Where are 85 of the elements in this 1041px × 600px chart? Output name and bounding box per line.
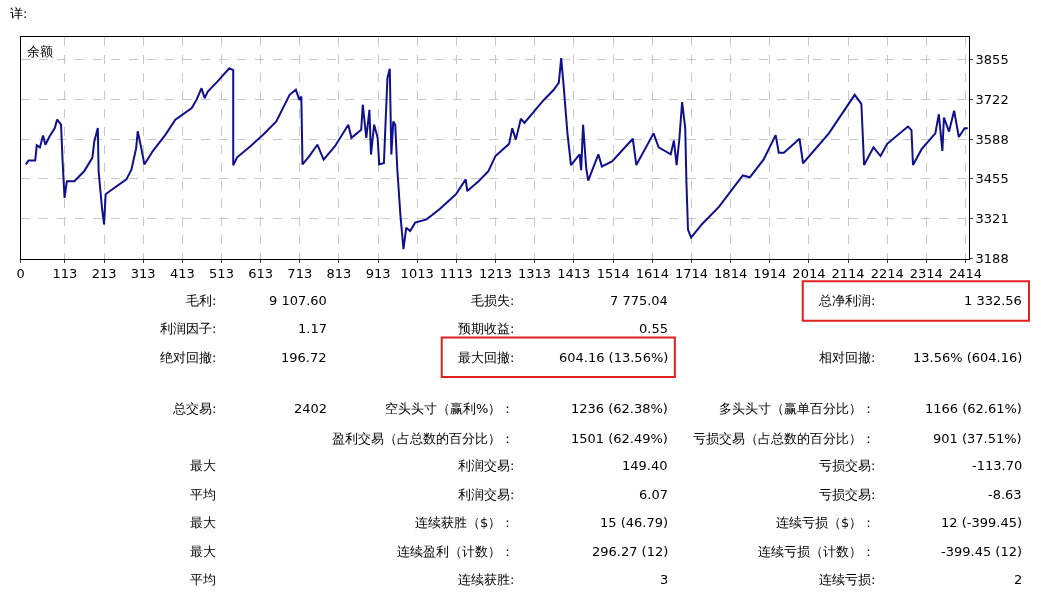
text: 1 332.56	[964, 293, 1022, 308]
text: 利润交易:	[458, 458, 515, 473]
x-tick-label: 713	[287, 266, 313, 282]
text: 毛利:	[186, 293, 217, 308]
text: 多头头寸（赢单百分比）：	[719, 401, 875, 416]
x-tick-label: 1914	[753, 266, 787, 282]
y-tick-label: 3321	[975, 211, 1009, 227]
annotation: 余额	[27, 44, 53, 59]
text: 最大	[190, 544, 216, 559]
text: -399.45 (12)	[941, 544, 1022, 559]
y-tick-label: 3855	[975, 51, 1009, 67]
text: 149.40	[622, 458, 668, 473]
x-tick-label: 913	[365, 266, 391, 282]
y-tick-label: 3722	[975, 91, 1009, 107]
x-tick-label: 813	[326, 266, 352, 282]
text: 空头头寸（赢利%）：	[385, 401, 515, 416]
text: 连续亏损（$）：	[776, 515, 876, 530]
text: 2	[1014, 572, 1023, 587]
text: 1.17	[298, 321, 327, 336]
x-tick-label: 2214	[870, 266, 904, 282]
text: 3	[660, 572, 669, 587]
text: 连续盈利（计数）：	[397, 544, 514, 559]
text: 预期收益:	[458, 321, 515, 336]
x-tick-label: 2314	[909, 266, 943, 282]
x-tick-label: 613	[248, 266, 274, 282]
text: 1501 (62.49%)	[571, 431, 668, 446]
text: 连续亏损:	[819, 572, 876, 587]
x-tick-label: 2414	[948, 266, 983, 282]
x-tick-label: 1514	[596, 266, 630, 282]
text: 连续获胜:	[458, 572, 515, 587]
text: 7 775.04	[610, 293, 668, 308]
text: 平均	[190, 487, 216, 502]
x-tick-label: 1213	[478, 266, 512, 282]
x-tick-label: 113	[52, 266, 78, 282]
x-tick-label: 2014	[792, 266, 826, 282]
text: 利润因子:	[160, 321, 217, 336]
text: -8.63	[988, 487, 1022, 502]
text: 196.72	[281, 350, 327, 365]
text: 最大回撤:	[458, 350, 515, 365]
text: 总净利润:	[818, 293, 876, 308]
chart-title: 详:	[10, 6, 28, 21]
x-tick-label: 1413	[557, 266, 591, 282]
text: 2402	[294, 401, 328, 416]
text: -113.70	[972, 458, 1023, 473]
text: 亏损交易:	[819, 458, 876, 473]
x-tick-label: 1113	[439, 266, 473, 282]
y-tick-label: 3455	[975, 171, 1009, 187]
x-tick-label: 213	[91, 266, 117, 282]
y-tick-label: 3188	[975, 251, 1009, 267]
text: 连续亏损（计数）：	[758, 544, 875, 559]
text: 0.55	[639, 321, 668, 336]
text: 绝对回撤:	[160, 350, 217, 365]
text: 13.56% (604.16)	[913, 350, 1023, 365]
text: 利润交易:	[458, 487, 515, 502]
x-tick-label: 413	[169, 266, 195, 282]
text: 1236 (62.38%)	[571, 401, 668, 416]
text: 相对回撤:	[819, 350, 876, 365]
text: 连续获胜（$）：	[415, 515, 515, 530]
text: 亏损交易（占总数的百分比）：	[693, 431, 875, 446]
y-tick-label: 3588	[975, 131, 1009, 147]
x-tick-label: 1714	[674, 266, 709, 282]
text: 1166 (62.61%)	[925, 401, 1022, 416]
x-tick-label: 1313	[518, 266, 552, 282]
text: 毛损失:	[471, 293, 515, 308]
text: 901 (37.51%)	[933, 431, 1022, 446]
text: 12 (-399.45)	[941, 515, 1022, 530]
text: 296.27 (12)	[592, 544, 669, 559]
text: 亏损交易:	[819, 487, 876, 502]
text: 604.16 (13.56%)	[559, 350, 669, 365]
text: 最大	[190, 515, 216, 530]
x-tick-label: 1013	[400, 266, 434, 282]
text: 总交易:	[172, 401, 217, 416]
x-tick-label: 313	[130, 266, 156, 282]
line-series	[24, 57, 969, 251]
x-tick-label: 2114	[831, 266, 865, 282]
text: 平均	[190, 572, 216, 587]
x-tick-label: 0	[16, 266, 25, 282]
text: 6.07	[639, 487, 668, 502]
x-tick-label: 1614	[635, 266, 669, 282]
text: 盈利交易（占总数的百分比）：	[332, 431, 514, 446]
x-tick-label: 513	[209, 266, 234, 282]
text: 最大	[190, 458, 216, 473]
x-tick-label: 1814	[714, 266, 748, 282]
text: 9 107.60	[269, 293, 327, 308]
text: 15 (46.79)	[600, 515, 669, 530]
